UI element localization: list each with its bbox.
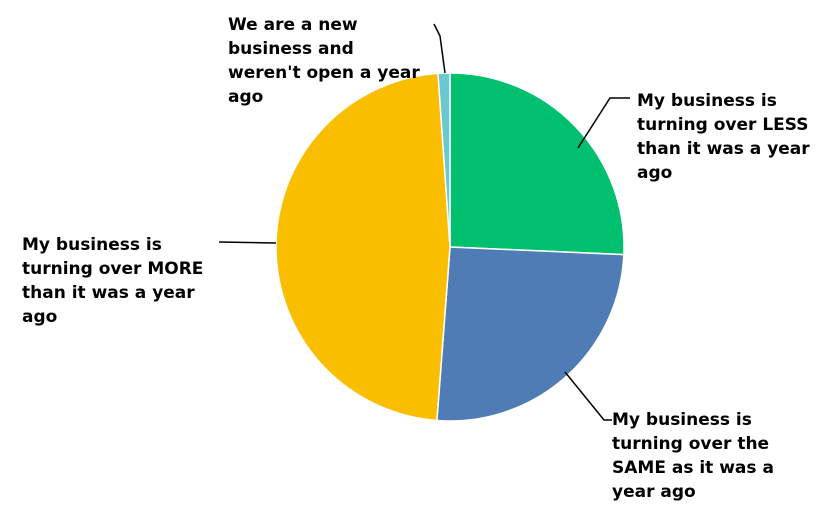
slice-new-business [437, 72, 451, 248]
pie-slices [275, 72, 625, 422]
slice-turning-over-same [436, 246, 625, 422]
label-turning-over-more: My business is turning over MORE than it… [22, 235, 204, 327]
leader-line-less [577, 97, 630, 149]
slice-turning-over-less [449, 72, 625, 256]
label-new-business: We are a new business and weren't open a… [228, 15, 420, 107]
leader-lines [218, 23, 630, 421]
label-turning-over-less: My business is turning over LESS than it… [637, 91, 810, 183]
slice-turning-over-more [275, 72, 451, 422]
leader-line-same [564, 371, 612, 421]
leader-line-more [218, 241, 277, 244]
leader-line-new-business [433, 23, 446, 74]
label-turning-over-same: My business is turning over the SAME as … [612, 410, 774, 502]
